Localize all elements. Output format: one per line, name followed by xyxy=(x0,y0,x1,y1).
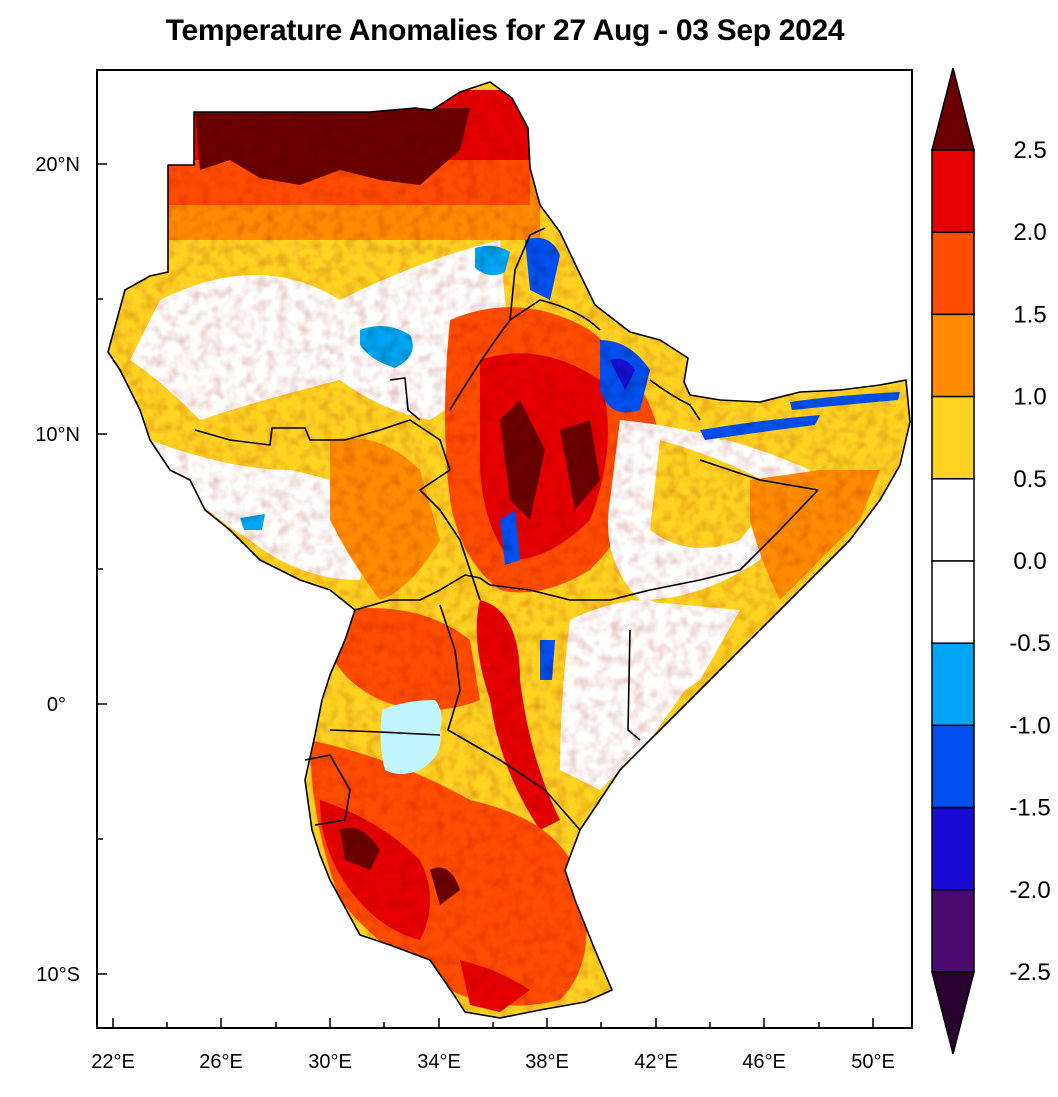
lon-label: 22°E xyxy=(91,1051,135,1073)
colorbar-box xyxy=(931,395,975,480)
lon-tick-labels: 22°E 26°E 30°E 34°E 38°E 42°E 46°E 50°E xyxy=(91,1051,895,1073)
colorbar-box xyxy=(931,642,975,727)
axis-ticks xyxy=(97,163,874,1028)
colorbar-label: -1.0 xyxy=(1009,712,1050,739)
lake-victoria xyxy=(380,700,442,774)
lon-label: 30°E xyxy=(308,1051,352,1073)
colorbar-box xyxy=(931,806,975,891)
colorbar-label: 1.0 xyxy=(1013,384,1046,411)
colorbar-label: -2.5 xyxy=(1009,959,1050,986)
colorbar-label: 1.5 xyxy=(1013,301,1046,328)
lon-label: 50°E xyxy=(851,1051,895,1073)
colorbar-label: 0.5 xyxy=(1013,466,1046,493)
lon-label: 38°E xyxy=(525,1051,569,1073)
colorbar-labels: 2.5 2.0 1.5 1.0 0.5 0.0 -0.5 -1.0 -1.5 -2.0 -2.5 xyxy=(1009,137,1050,986)
lat-label: 20°N xyxy=(35,154,80,176)
map-title: Temperature Anomalies for 27 Aug - 03 Se… xyxy=(165,14,845,47)
colorbar-box xyxy=(931,231,975,316)
colorbar-box xyxy=(931,724,975,809)
colorbar-bottom-arrow xyxy=(931,971,975,1055)
lat-tick-labels: 20°N 10°N 0° 10°S xyxy=(35,154,80,986)
lon-label: 26°E xyxy=(199,1051,243,1073)
lon-label: 42°E xyxy=(634,1051,678,1073)
colorbar-box xyxy=(931,889,975,973)
lat-label: 10°N xyxy=(35,424,80,446)
colorbar-box xyxy=(931,478,975,562)
colorbar-box xyxy=(931,560,975,644)
lon-label: 34°E xyxy=(417,1051,461,1073)
colorbar xyxy=(931,67,975,1055)
country-borders xyxy=(107,81,911,1019)
colorbar-top-arrow xyxy=(931,67,975,151)
colorbar-label: -2.0 xyxy=(1009,877,1050,904)
colorbar-label: -0.5 xyxy=(1009,630,1050,657)
colorbar-label: 0.0 xyxy=(1013,548,1046,575)
lat-label: 10°S xyxy=(36,964,80,986)
colorbar-label: 2.5 xyxy=(1013,137,1046,164)
colorbar-box xyxy=(931,149,975,233)
colorbar-label: -1.5 xyxy=(1009,795,1050,822)
lon-label: 46°E xyxy=(742,1051,786,1073)
colorbar-label: 2.0 xyxy=(1013,219,1046,246)
lat-label: 0° xyxy=(47,694,66,716)
colorbar-box xyxy=(931,313,975,398)
